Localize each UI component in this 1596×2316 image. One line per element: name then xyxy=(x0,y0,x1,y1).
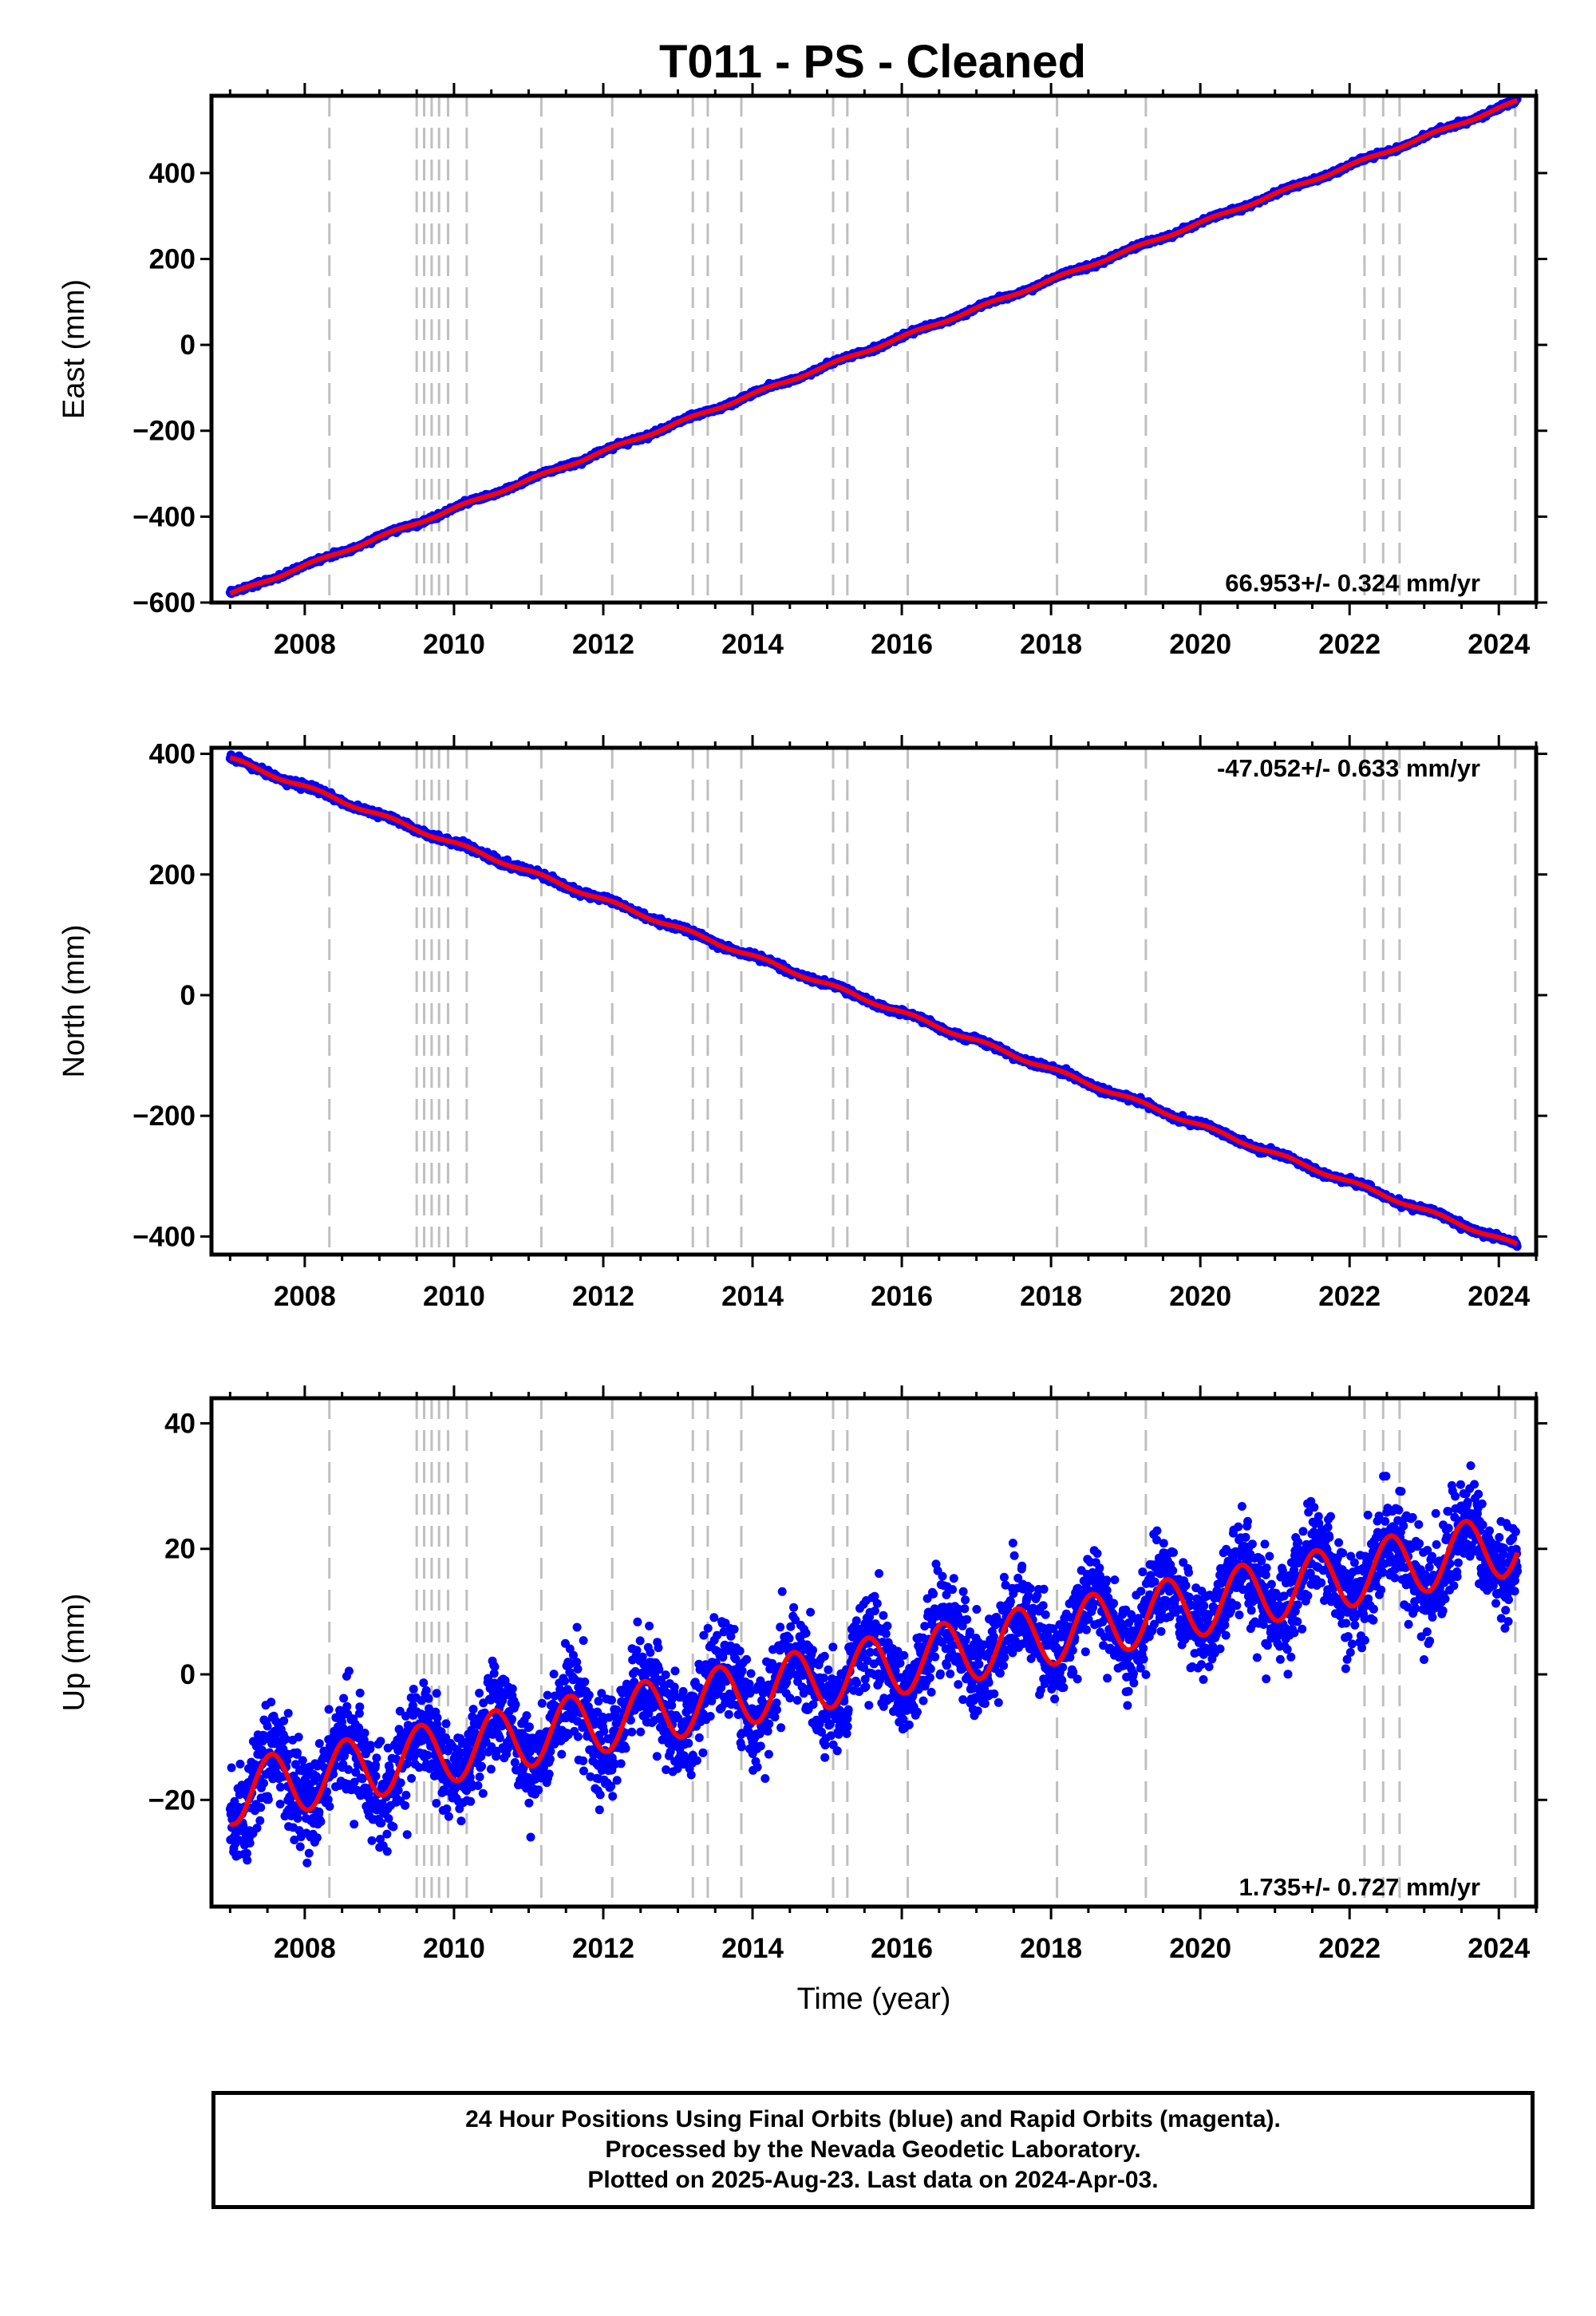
y-tick-label: 0 xyxy=(180,330,196,361)
x-tick-label: 2012 xyxy=(572,629,634,660)
x-tick-label: 2014 xyxy=(721,629,784,660)
x-tick-label: 2016 xyxy=(871,629,933,660)
y-tick-label: 400 xyxy=(149,158,196,189)
x-tick-label: 2018 xyxy=(1020,629,1082,660)
y-axis-label: East (mm) xyxy=(57,279,91,419)
x-tick-label: 2022 xyxy=(1318,629,1381,660)
y-tick-label: −600 xyxy=(132,587,196,619)
x-tick-label: 2010 xyxy=(423,629,485,660)
y-tick-label: −400 xyxy=(132,501,196,532)
chart-title: T011 - PS - Cleaned xyxy=(658,36,1087,88)
rate-label: 66.953+/- 0.324 mm/yr xyxy=(1225,569,1480,597)
east-panel: −600 −400 −200 0 200 400 2008 2010 2012 2014 2016 2… xyxy=(57,83,1547,660)
x-tick-label: 2008 xyxy=(274,629,336,660)
y-tick-label: 200 xyxy=(149,243,196,275)
x-tick-label: 2020 xyxy=(1169,629,1231,660)
y-tick-label: −200 xyxy=(132,416,196,447)
x-tick-label: 2024 xyxy=(1468,629,1530,660)
